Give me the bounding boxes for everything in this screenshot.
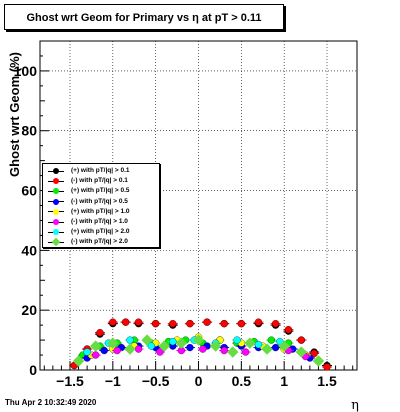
- data-point: [92, 351, 100, 359]
- data-point: [261, 343, 273, 355]
- legend-entry: (+) with pT/|q| > 2.0: [43, 227, 159, 237]
- data-point: [109, 318, 117, 326]
- data-point: [134, 345, 143, 353]
- data-point: [124, 343, 136, 355]
- data-point: [278, 340, 290, 352]
- timestamp: Thu Apr 2 10:32:49 2020: [5, 398, 97, 407]
- data-point: [241, 348, 250, 356]
- legend: (+) with pT/|q| > 0.1 (-) with pT/|q| > 0…: [42, 163, 160, 248]
- legend-entry: (+) with pT/|q| > 0.5: [43, 186, 159, 196]
- legend-marker: [53, 198, 59, 205]
- data-point: [158, 340, 170, 352]
- legend-entry: (-) with pT/|q| > 1.0: [43, 217, 159, 227]
- x-tick-label: −1: [105, 373, 121, 389]
- data-point: [113, 346, 121, 355]
- data-point: [227, 346, 239, 358]
- legend-entry: (+) with pT/|q| > 1.0: [43, 207, 159, 217]
- chart-title-box: Ghost wrt Geom for Primary vs η at pT > …: [4, 4, 284, 30]
- data-point: [254, 318, 263, 326]
- data-point: [220, 319, 228, 328]
- grid-lines: [40, 41, 357, 370]
- data-point: [244, 337, 256, 349]
- legend-marker: [53, 188, 59, 195]
- data-point: [134, 318, 143, 326]
- y-tick-label: 80: [21, 123, 37, 139]
- data-point: [297, 336, 305, 344]
- legend-label: (-) with pT/|q| > 0.1: [71, 177, 128, 185]
- data-point: [233, 336, 241, 344]
- data-point: [169, 319, 177, 328]
- data-point: [192, 334, 205, 346]
- data-point: [126, 336, 134, 344]
- data-point: [169, 337, 177, 346]
- legend-label: (+) with pT/|q| > 2.0: [71, 228, 130, 236]
- data-point: [220, 346, 228, 355]
- x-axis-label: η: [351, 398, 359, 412]
- data-point: [96, 328, 104, 337]
- data-point: [122, 318, 130, 326]
- data-point: [100, 346, 108, 355]
- x-tick-label: −0.5: [142, 373, 170, 389]
- data-point: [271, 319, 280, 328]
- legend-label: (-) with pT/|q| > 2.0: [71, 238, 128, 246]
- data-point: [186, 319, 194, 328]
- data-point: [203, 318, 211, 326]
- data-point: [284, 325, 293, 334]
- data-point: [209, 340, 222, 352]
- data-point: [310, 349, 318, 358]
- data-point: [83, 348, 91, 356]
- data-point: [72, 355, 85, 367]
- data-point: [312, 355, 325, 367]
- data-point: [107, 337, 119, 349]
- series-8: [72, 334, 325, 367]
- legend-entry: (+) with pT/|q| > 0.1: [43, 166, 159, 176]
- data-point: [271, 343, 280, 352]
- legend-label: (+) with pT/|q| > 0.5: [71, 187, 130, 195]
- x-tick-label: 0.5: [232, 373, 252, 389]
- x-tick-label: 1: [280, 373, 288, 389]
- data-point: [152, 319, 160, 328]
- y-axis-label: Ghost wrt Geom (%): [7, 52, 22, 177]
- data-series: [69, 318, 333, 371]
- chart-title: Ghost wrt Geom for Primary vs η at pT > …: [26, 12, 262, 24]
- data-point: [295, 346, 308, 358]
- legend-label: (+) with pT/|q| > 1.0: [71, 207, 130, 215]
- legend-entry: (-) with pT/|q| > 0.1: [43, 176, 159, 186]
- data-point: [254, 340, 263, 349]
- data-point: [147, 342, 156, 350]
- data-point: [199, 345, 207, 353]
- legend-label: (+) with pT/|q| > 0.1: [71, 167, 130, 174]
- data-point: [89, 340, 102, 352]
- legend-label: (-) with pT/|q| > 0.5: [71, 197, 128, 205]
- legend-marker: [53, 178, 59, 185]
- data-point: [156, 348, 164, 356]
- y-tick-label: 100: [14, 63, 38, 79]
- legend-marker: [53, 168, 59, 174]
- x-tick-label: 1.5: [317, 373, 337, 389]
- y-tick-label: 0: [29, 362, 37, 378]
- y-tick-label: 20: [21, 302, 37, 318]
- y-tick-label: 40: [21, 242, 37, 258]
- legend-marker: [53, 208, 59, 215]
- data-point: [175, 337, 188, 349]
- x-tick-label: 0: [195, 373, 203, 389]
- data-point: [237, 319, 245, 328]
- legend-marker: [51, 238, 61, 247]
- legend-entry: (-) with pT/|q| > 2.0: [43, 237, 159, 247]
- x-tick-label: −1.5: [56, 373, 84, 389]
- y-tick-label: 60: [21, 183, 37, 199]
- legend-marker: [53, 219, 59, 225]
- data-point: [323, 363, 331, 371]
- legend-marker: [53, 229, 59, 236]
- data-point: [186, 343, 194, 352]
- legend-label: (-) with pT/|q| > 1.0: [71, 218, 128, 225]
- legend-entry: (-) with pT/|q| > 0.5: [43, 197, 159, 207]
- data-point: [141, 334, 153, 346]
- data-point: [267, 336, 275, 344]
